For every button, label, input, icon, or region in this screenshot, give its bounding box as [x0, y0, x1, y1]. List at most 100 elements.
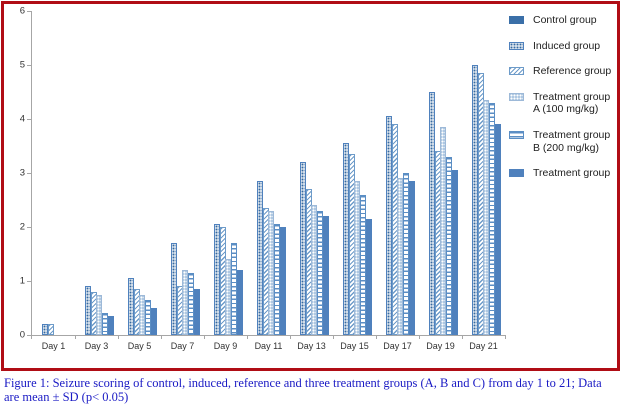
bar-horizontal-dashes — [446, 156, 453, 335]
bar-group-day-5 — [118, 11, 161, 335]
x-axis-tick — [161, 335, 162, 339]
bar-light-blue-dots — [354, 181, 361, 335]
x-axis-label: Day 17 — [383, 341, 412, 351]
bar-diagonal-hatch — [434, 151, 441, 335]
bar-dense-dots — [213, 224, 220, 335]
bar-diagonal-hatch — [477, 73, 484, 335]
bar-diagonal-hatch — [90, 291, 97, 335]
legend-item: Treatment group — [509, 167, 615, 180]
x-axis-tick — [204, 335, 205, 339]
legend-label: Treatment group A (100 mg/kg) — [533, 90, 611, 116]
y-axis-tick — [27, 173, 31, 174]
y-axis-label: 1 — [19, 275, 25, 287]
x-axis-tick — [118, 335, 119, 339]
bar-dense-dots — [41, 324, 48, 335]
bar-solid-blue — [323, 216, 329, 335]
legend-item: Reference group — [509, 65, 615, 78]
bar-solid-blue — [366, 218, 372, 335]
x-axis-label: Day 13 — [297, 341, 326, 351]
bar-dense-dots — [428, 92, 435, 335]
bar-group-day-7 — [161, 11, 204, 335]
bar-light-blue-dots — [397, 178, 404, 335]
legend-label: Control group — [533, 14, 597, 26]
x-axis-tick — [75, 335, 76, 339]
bar-solid-blue — [495, 124, 501, 335]
bar-horizontal-dashes — [102, 313, 109, 335]
bar-dense-dots — [299, 162, 306, 335]
x-axis-label: Day 3 — [84, 341, 109, 351]
bar-group-day-3 — [75, 11, 118, 335]
bar-horizontal-dashes — [317, 210, 324, 335]
legend-label: Induced group — [533, 39, 601, 52]
x-axis-label: Day 1 — [41, 341, 66, 351]
bar-dense-dots — [385, 116, 392, 335]
x-axis-label: Day 21 — [469, 341, 498, 351]
bar-solid-blue — [108, 316, 114, 335]
legend-swatch-solid-dark-blue — [509, 16, 524, 24]
y-axis-tick — [27, 11, 31, 12]
bar-group-day-19 — [419, 11, 462, 335]
bar-light-blue-dots — [483, 100, 490, 335]
bar-diagonal-hatch — [305, 189, 312, 335]
legend-swatch-dense-dots — [509, 41, 524, 50]
bar-group-day-13 — [290, 11, 333, 335]
x-axis-label: Day 5 — [127, 341, 152, 351]
bar-dense-dots — [127, 278, 134, 335]
x-axis-tick — [31, 335, 32, 339]
bar-solid-blue — [280, 227, 286, 335]
x-axis-tick — [290, 335, 291, 339]
bar-horizontal-dashes — [360, 194, 367, 335]
plot-area: 0 1 2 3 4 5 6 Day 1 Day 3 Day 5 Day 7 Day 9 Day 11 Da… — [20, 6, 506, 351]
bar-group-day-17 — [376, 11, 419, 335]
bar-light-blue-dots — [440, 127, 447, 335]
y-axis-tick — [27, 119, 31, 120]
y-axis-label: 3 — [19, 167, 25, 179]
bar-group-day-15 — [333, 11, 376, 335]
legend-item: Treatment group A (100 mg/kg) — [509, 91, 615, 116]
bar-dense-dots — [342, 143, 349, 335]
bar-solid-blue — [452, 170, 458, 335]
bar-light-blue-dots — [96, 294, 103, 335]
legend-item: Treatment group B (200 mg/kg) — [509, 129, 615, 154]
bar-dense-dots — [170, 243, 177, 335]
bar-light-blue-dots — [311, 205, 318, 335]
legend-swatch-solid-blue — [509, 169, 524, 178]
y-axis-label: 4 — [19, 113, 25, 125]
bar-light-blue-dots — [139, 294, 146, 335]
bar-diagonal-hatch — [47, 324, 54, 335]
x-axis-tick — [505, 335, 506, 339]
x-axis-label: Day 19 — [426, 341, 455, 351]
y-axis-label: 2 — [19, 221, 25, 233]
chart-panel: 0 1 2 3 4 5 6 Day 1 Day 3 Day 5 Day 7 Day 9 Day 11 Da… — [1, 1, 620, 371]
x-axis-tick — [247, 335, 248, 339]
bar-diagonal-hatch — [348, 154, 355, 335]
bar-horizontal-dashes — [231, 243, 238, 335]
x-axis-tick — [333, 335, 334, 339]
legend-label: Reference group — [533, 65, 612, 78]
x-axis-label: Day 9 — [213, 341, 238, 351]
bar-diagonal-hatch — [262, 208, 269, 335]
bar-diagonal-hatch — [219, 227, 226, 335]
bar-light-blue-dots — [268, 210, 275, 335]
x-axis-label: Day 15 — [340, 341, 369, 351]
y-axis-tick — [27, 335, 31, 336]
bar-solid-blue — [151, 308, 157, 335]
legend-swatch-horizontal-dashes — [509, 130, 524, 139]
y-axis-label: 6 — [19, 5, 25, 17]
bar-diagonal-hatch — [176, 286, 183, 335]
y-axis-tick — [27, 281, 31, 282]
legend-label: Treatment group — [533, 167, 611, 180]
legend-item: Control group — [509, 14, 615, 27]
bar-horizontal-dashes — [188, 272, 195, 335]
bar-group-day-1 — [32, 11, 75, 335]
chart-legend: Control group Induced group Reference grou… — [509, 14, 615, 180]
bar-group-day-9 — [204, 11, 247, 335]
bar-diagonal-hatch — [133, 289, 140, 335]
bar-horizontal-dashes — [274, 224, 281, 335]
legend-item: Induced group — [509, 40, 615, 53]
bar-diagonal-hatch — [391, 124, 398, 335]
y-axis-tick — [27, 227, 31, 228]
x-axis-label: Day 7 — [170, 341, 195, 351]
bar-dense-dots — [84, 286, 91, 335]
figure-caption: Figure 1: Seizure scoring of control, in… — [4, 376, 602, 405]
